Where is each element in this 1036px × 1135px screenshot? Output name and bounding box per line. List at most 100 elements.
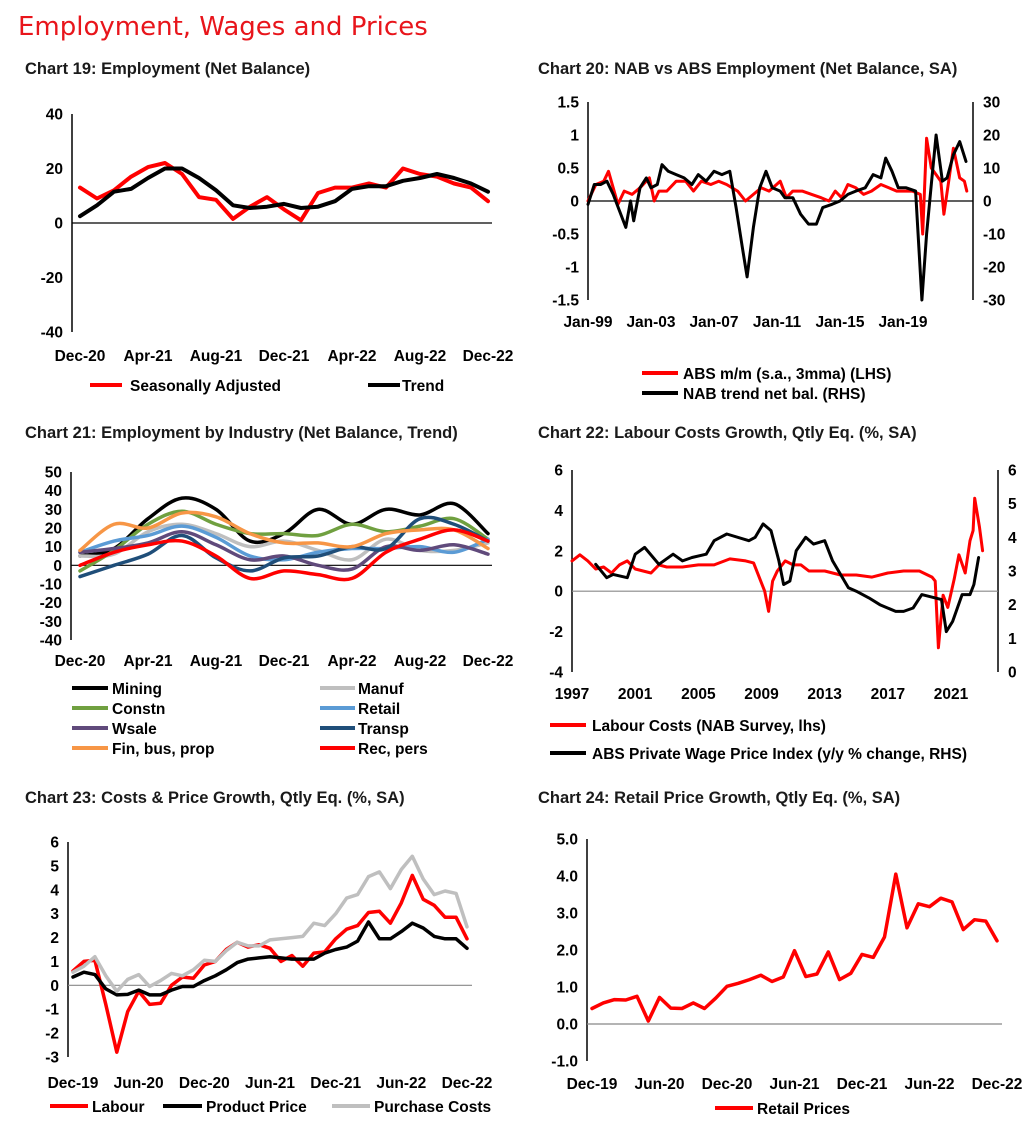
chart-23-legend: Labour Product Price Purchase Costs xyxy=(50,1099,491,1116)
y-tick-label: 0.0 xyxy=(556,1017,578,1034)
x-tick-label: Apr-22 xyxy=(327,348,376,365)
chart-22-legend: Labour Costs (NAB Survey, lhs) ABS Priva… xyxy=(550,718,967,763)
y2-tick-label: 2 xyxy=(1008,597,1017,614)
y-tick-label: -1 xyxy=(565,260,579,277)
legend-label: Labour Costs (NAB Survey, lhs) xyxy=(592,718,826,735)
legend-label: Fin, bus, prop xyxy=(112,741,214,758)
series-line-retail xyxy=(78,524,490,562)
y2-tick-label: -10 xyxy=(983,227,1005,244)
chart-23-title: Chart 23: Costs & Price Growth, Qtly Eq.… xyxy=(25,789,405,807)
x-tick-label: Jan-07 xyxy=(689,314,738,331)
chart-19-legend: Seasonally Adjusted Trend xyxy=(90,378,444,395)
series-line-transp xyxy=(78,515,490,579)
x-tick-label: Dec-22 xyxy=(463,348,514,365)
y-tick-label: -1.0 xyxy=(551,1054,578,1071)
y2-tick-label: 0 xyxy=(983,194,992,211)
y-tick-label: 4 xyxy=(50,882,59,899)
series-line-retail-prices xyxy=(590,872,999,1023)
y-tick-label: -40 xyxy=(40,633,62,650)
y-tick-label: 5 xyxy=(50,858,59,875)
y-tick-label: 4 xyxy=(554,503,563,520)
chart-24: 5.0 4.0 3.0 2.0 1.0 0.0 -1.0 Dec-19 Jun-20 Dec-20… xyxy=(551,832,1022,1094)
y-tick-label: -40 xyxy=(41,325,63,342)
y-tick-label: 0 xyxy=(50,978,59,995)
legend-label: Retail Prices xyxy=(757,1101,850,1118)
legend-label: Seasonally Adjusted xyxy=(130,378,281,395)
y2-tick-label: 30 xyxy=(983,95,1000,112)
x-tick-label: 2001 xyxy=(618,686,653,703)
series-line-product-price xyxy=(71,920,469,997)
y-tick-label: 2.0 xyxy=(556,943,578,960)
y-tick-label: 1 xyxy=(50,954,59,971)
x-tick-label: Apr-22 xyxy=(327,653,376,670)
y2-tick-label: -30 xyxy=(983,293,1005,310)
x-tick-label: Dec-20 xyxy=(179,1075,230,1092)
y2-tick-label: 10 xyxy=(983,161,1000,178)
chart-21-legend: Mining Manuf Constn Retail Wsale Transp … xyxy=(72,681,428,758)
y-tick-label: 20 xyxy=(45,521,62,538)
y2-tick-label: 20 xyxy=(983,128,1000,145)
series-line-labour xyxy=(71,873,469,1054)
y-tick-label: 6 xyxy=(554,463,563,480)
legend-label: Labour xyxy=(92,1099,145,1116)
y-tick-label: -1.5 xyxy=(552,293,579,310)
y-tick-label: 3 xyxy=(50,906,59,923)
legend-label: Wsale xyxy=(112,721,157,738)
x-tick-label: Jun-21 xyxy=(245,1075,295,1092)
x-tick-label: Jan-99 xyxy=(563,314,612,331)
x-tick-label: Jan-19 xyxy=(878,314,927,331)
y-tick-label: -30 xyxy=(40,614,62,631)
legend-label: Trend xyxy=(402,378,444,395)
x-tick-label: Jun-22 xyxy=(905,1076,955,1093)
y-tick-label: 10 xyxy=(45,539,62,556)
y2-tick-label: 5 xyxy=(1008,496,1017,513)
y-tick-label: 50 xyxy=(45,465,62,482)
legend-label: ABS m/m (s.a., 3mma) (LHS) xyxy=(683,366,891,383)
x-tick-label: Jan-03 xyxy=(626,314,675,331)
series-line-nab-trend-net-bal-rhs xyxy=(586,133,968,302)
y-tick-label: -2 xyxy=(45,1026,59,1043)
y-tick-label: 40 xyxy=(45,483,62,500)
x-tick-label: Aug-22 xyxy=(394,348,447,365)
x-tick-label: Apr-21 xyxy=(123,653,172,670)
x-tick-label: Jun-21 xyxy=(770,1076,820,1093)
legend-label: Retail xyxy=(358,701,400,718)
legend-label: Transp xyxy=(358,721,409,738)
y-tick-label: 2 xyxy=(554,543,563,560)
x-tick-label: Aug-21 xyxy=(190,653,243,670)
y-tick-label: -20 xyxy=(40,595,62,612)
y-tick-label: -20 xyxy=(41,270,63,287)
y-tick-label: 1 xyxy=(570,128,579,145)
y-tick-label: -0.5 xyxy=(552,227,579,244)
series-line-abs-private-wage-price-index-y-y-change-rhs xyxy=(594,522,981,634)
series-line-constn xyxy=(78,509,490,573)
y-tick-label: 2 xyxy=(50,930,59,947)
x-tick-label: 2013 xyxy=(807,686,842,703)
y-tick-label: 0.5 xyxy=(557,161,579,178)
y-tick-label: 1.5 xyxy=(557,95,579,112)
y-tick-label: -2 xyxy=(549,624,563,641)
y-tick-label: 6 xyxy=(50,835,59,852)
x-tick-label: Aug-21 xyxy=(190,348,243,365)
legend-label: Manuf xyxy=(358,681,404,698)
chart-20: 1.5 1 0.5 0 -0.5 -1 -1.5 30 20 10 0 -10 -20 -30 Jan-99… xyxy=(552,95,1005,332)
x-tick-label: Dec-22 xyxy=(442,1075,493,1092)
chart-20-title: Chart 20: NAB vs ABS Employment (Net Bal… xyxy=(538,60,957,78)
legend-label: ABS Private Wage Price Index (y/y % chan… xyxy=(592,746,967,763)
y-tick-label: 4.0 xyxy=(556,869,578,886)
x-tick-label: Dec-20 xyxy=(55,653,106,670)
series-line-seasonally-adjusted xyxy=(78,161,490,223)
series-line-labour-costs-nab-survey-lhs xyxy=(570,496,985,650)
y2-tick-label: -20 xyxy=(983,260,1005,277)
y-tick-label: 3.0 xyxy=(556,906,578,923)
y-tick-label: 0 xyxy=(53,558,62,575)
chart-19: 40 20 0 -20 -40 Dec-20 Apr-21 Aug-21 Dec-21 Apr-2… xyxy=(41,107,514,366)
y-tick-label: -10 xyxy=(40,577,62,594)
x-tick-label: Dec-19 xyxy=(48,1075,99,1092)
series-line-rec-pers xyxy=(78,528,490,582)
legend-label: Rec, pers xyxy=(358,741,428,758)
y-tick-label: 1.0 xyxy=(556,980,578,997)
y-tick-label: 20 xyxy=(46,161,63,178)
